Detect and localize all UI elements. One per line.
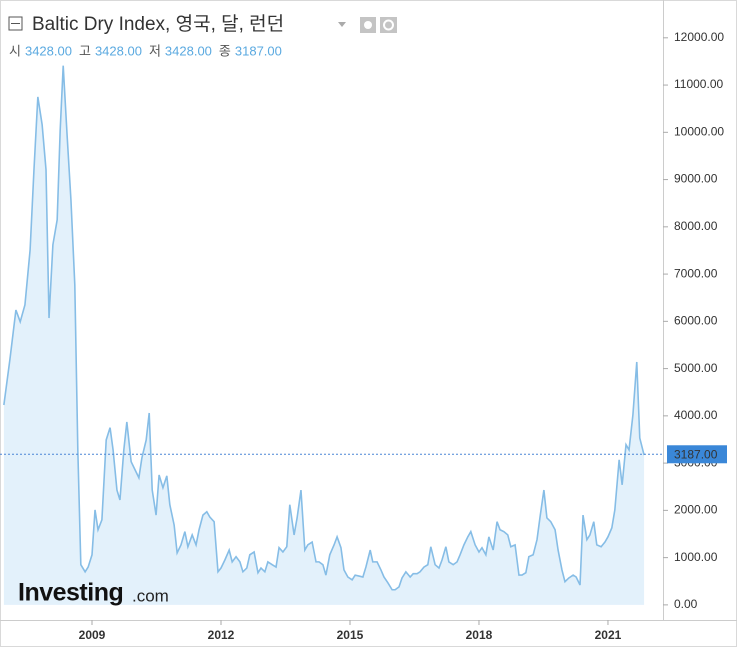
last-value-label: 3187.00 — [674, 447, 718, 461]
stats-row: 시 3428.00 고 3428.00 저 3428.00 종 3187.00 — [9, 43, 282, 58]
collapse-icon[interactable] — [8, 16, 23, 31]
stat-value: 3428.00 — [25, 43, 72, 58]
gear-icon[interactable] — [380, 17, 397, 33]
y-tick-label: 1000.00 — [674, 550, 718, 564]
x-tick-label: 2018 — [466, 628, 493, 642]
y-tick-label: 4000.00 — [674, 408, 718, 422]
stat-label: 고 — [79, 43, 91, 58]
stat-label: 저 — [149, 43, 161, 58]
stat-value: 3187.00 — [235, 43, 282, 58]
chart-title: Baltic Dry Index, 영국, 달, 런던 — [32, 13, 284, 35]
stat-label: 종 — [219, 43, 231, 58]
y-tick-label: 5000.00 — [674, 361, 718, 375]
y-tick-label: 0.00 — [674, 597, 698, 611]
settings-icon-dot — [364, 21, 372, 29]
x-tick-label: 2015 — [337, 628, 364, 642]
watermark-domain: .com — [132, 586, 169, 605]
gear-icon-ring — [383, 19, 394, 31]
y-tick-label: 12000.00 — [674, 30, 724, 44]
y-tick-label: 6000.00 — [674, 314, 718, 328]
y-tick-label: 10000.00 — [674, 124, 724, 138]
series-line — [3, 65, 645, 591]
dropdown-caret[interactable] — [338, 22, 346, 27]
stat-value: 3428.00 — [165, 43, 212, 58]
watermark-brand: Investing — [18, 579, 123, 607]
y-tick-label: 7000.00 — [674, 266, 718, 280]
y-tick-label: 9000.00 — [674, 172, 718, 186]
x-tick-label: 2021 — [595, 628, 622, 642]
x-tick-label: 2012 — [208, 628, 235, 642]
y-tick-label: 2000.00 — [674, 503, 718, 517]
stat-value: 3428.00 — [95, 43, 142, 58]
stat-label: 시 — [9, 43, 21, 58]
y-tick-label: 11000.00 — [674, 77, 723, 91]
last-value-box — [667, 445, 727, 464]
area-fill — [3, 65, 645, 605]
watermark: Investing .com — [18, 579, 169, 607]
x-tick-label: 2009 — [79, 628, 106, 642]
y-tick-label: 8000.00 — [674, 219, 718, 233]
